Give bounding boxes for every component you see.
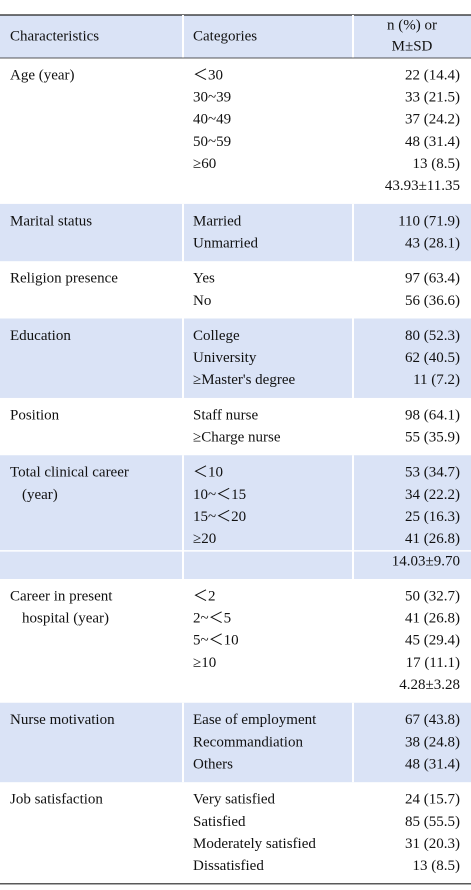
- value: 62 (40.5): [405, 350, 460, 366]
- category: University: [193, 350, 257, 366]
- header-bg: [0, 15, 471, 58]
- row-bg: [0, 455, 471, 579]
- category: 30~39: [193, 90, 231, 106]
- characteristic: Position: [10, 407, 60, 423]
- category: Ease of employment: [193, 712, 317, 728]
- header-cell: n (%) or: [387, 17, 437, 33]
- header-cell: Categories: [193, 28, 257, 44]
- characteristic: Age (year): [10, 67, 75, 83]
- characteristic: Education: [10, 328, 71, 344]
- value: 41 (26.8): [405, 611, 460, 627]
- value: 37 (24.2): [405, 112, 460, 128]
- category: Married: [193, 213, 242, 229]
- category: ≥Charge nurse: [193, 430, 281, 446]
- category: 50~59: [193, 134, 231, 150]
- value: 13 (8.5): [413, 858, 461, 874]
- row-bg: [0, 702, 471, 783]
- value: 85 (55.5): [405, 814, 460, 830]
- category: 40~49: [193, 112, 231, 128]
- value: 38 (24.8): [405, 734, 460, 750]
- category: 5~＜10: [193, 633, 239, 649]
- category: Others: [193, 756, 233, 772]
- summary-value: 43.93±11.35: [385, 178, 460, 194]
- value: 55 (35.9): [405, 430, 460, 446]
- value: 41 (26.8): [405, 531, 460, 547]
- header-cell: Characteristics: [10, 28, 99, 44]
- value: 80 (52.3): [405, 328, 460, 344]
- category: ＜30: [193, 67, 223, 83]
- category: Satisfied: [193, 814, 246, 830]
- characteristic: Career in present: [10, 588, 113, 604]
- value: 17 (11.1): [406, 655, 460, 671]
- characteristic: (year): [22, 487, 58, 503]
- summary-value: 14.03±9.70: [392, 553, 460, 569]
- category: ≥10: [193, 655, 216, 671]
- characteristic: Nurse motivation: [10, 712, 115, 728]
- value: 98 (64.1): [405, 407, 460, 423]
- category: ≥Master's degree: [193, 372, 295, 388]
- category: College: [193, 328, 240, 344]
- value: 97 (63.4): [405, 271, 460, 287]
- category: ＜2: [193, 588, 216, 604]
- value: 43 (28.1): [405, 235, 460, 251]
- category: ≥20: [193, 531, 216, 547]
- category: ≥60: [193, 156, 216, 172]
- value: 25 (16.3): [405, 509, 460, 525]
- category: Moderately satisfied: [193, 836, 316, 852]
- value: 33 (21.5): [405, 90, 460, 106]
- value: 50 (32.7): [405, 588, 460, 604]
- characteristic: hospital (year): [22, 611, 109, 627]
- value: 45 (29.4): [405, 633, 460, 649]
- value: 34 (22.2): [405, 487, 460, 503]
- category: Very satisfied: [193, 792, 276, 808]
- category: No: [193, 293, 211, 309]
- value: 48 (31.4): [405, 134, 460, 150]
- category: 2~＜5: [193, 611, 231, 627]
- characteristic: Religion presence: [10, 271, 118, 287]
- value: 56 (36.6): [405, 293, 460, 309]
- category: Yes: [193, 271, 215, 287]
- category: ＜10: [193, 465, 223, 481]
- summary-value: 4.28±3.28: [399, 677, 460, 693]
- row-bg: [0, 318, 471, 398]
- value: 24 (15.7): [405, 792, 460, 808]
- row-bg: [0, 203, 471, 262]
- category: Unmarried: [193, 235, 258, 251]
- value: 67 (43.8): [405, 712, 460, 728]
- category: Recommandiation: [193, 734, 303, 750]
- value: 110 (71.9): [398, 213, 460, 229]
- category: Dissatisfied: [193, 858, 264, 874]
- category: 15~＜20: [193, 509, 246, 525]
- characteristic: Job satisfaction: [10, 792, 103, 808]
- value: 11 (7.2): [413, 372, 460, 388]
- category: 10~＜15: [193, 487, 246, 503]
- header-cell: M±SD: [392, 38, 433, 54]
- value: 31 (20.3): [405, 836, 460, 852]
- value: 48 (31.4): [405, 756, 460, 772]
- value: 13 (8.5): [413, 156, 461, 172]
- value: 53 (34.7): [405, 465, 460, 481]
- characteristic: Marital status: [10, 213, 92, 229]
- value: 22 (14.4): [405, 67, 460, 83]
- characteristic: Total clinical career: [10, 465, 129, 481]
- category: Staff nurse: [193, 407, 258, 423]
